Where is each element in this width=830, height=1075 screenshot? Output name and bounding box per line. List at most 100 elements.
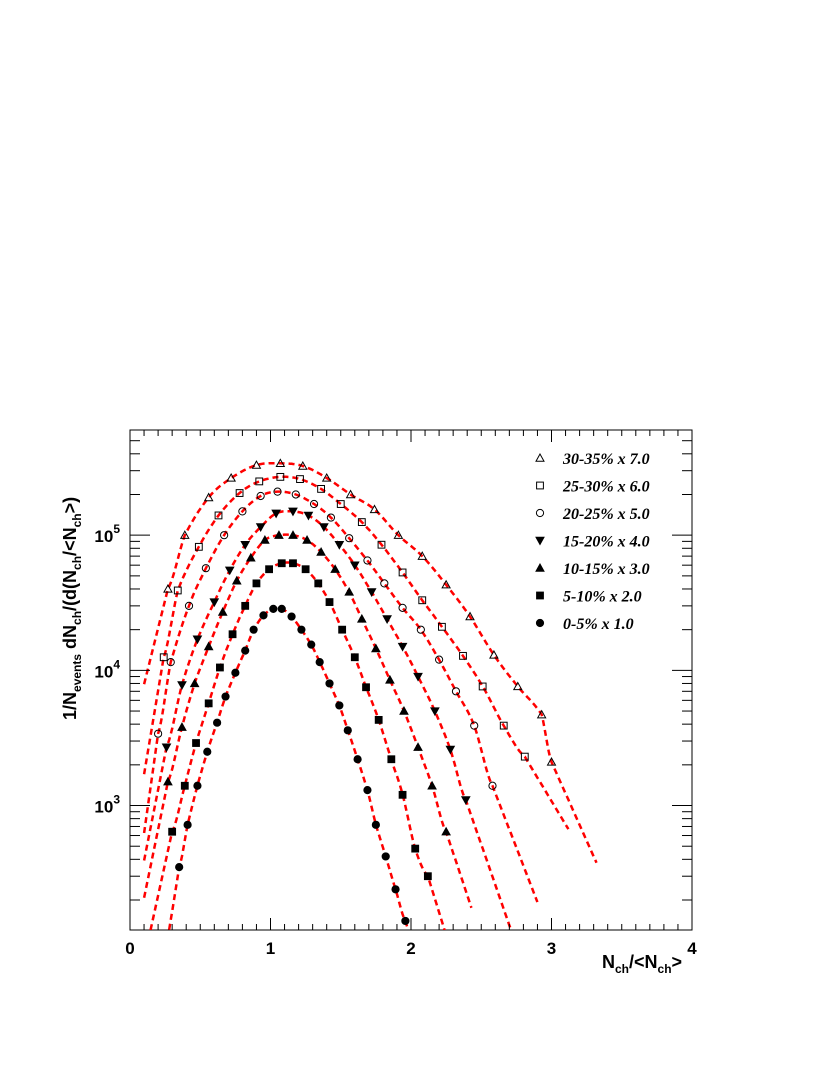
data-point <box>277 604 286 613</box>
data-point <box>260 535 270 544</box>
data-point <box>249 625 258 634</box>
data-point <box>168 827 177 836</box>
data-point <box>275 458 286 468</box>
data-point <box>435 655 444 664</box>
data-point <box>512 681 523 691</box>
data-point <box>259 611 268 620</box>
y-tick-label: 103 <box>94 793 120 817</box>
data-point <box>251 460 262 469</box>
data-point <box>231 668 240 677</box>
data-point <box>377 540 386 549</box>
data-point <box>180 781 189 790</box>
data-point <box>381 852 390 861</box>
data-point <box>216 663 224 672</box>
data-point <box>344 586 355 596</box>
data-point <box>335 701 344 710</box>
data-point <box>291 490 300 499</box>
data-point <box>252 579 261 588</box>
data-point <box>478 682 487 691</box>
data-point <box>289 559 297 568</box>
legend-marker <box>535 508 545 518</box>
data-point <box>228 630 237 639</box>
legend-label: 10-15% x 3.0 <box>563 561 650 578</box>
data-point <box>159 653 168 662</box>
data-point <box>194 542 203 551</box>
chart-legend: 30-35% x 7.0 25-30% x 6.0 20-25% x 5.0 15-2… <box>535 451 650 633</box>
data-point <box>287 612 296 621</box>
data-point <box>349 561 360 571</box>
data-point <box>325 679 334 688</box>
data-point <box>235 489 244 497</box>
data-point <box>411 844 420 853</box>
data-point <box>353 755 362 764</box>
data-point <box>209 598 220 608</box>
y-axis-title: 1/Nevents dNch/(d(Nch/<Nch>) <box>60 497 84 720</box>
legend-label: 15-20% x 4.0 <box>563 534 650 551</box>
data-point <box>441 579 451 589</box>
data-point <box>220 531 229 540</box>
data-point <box>231 575 242 585</box>
data-point <box>321 472 332 482</box>
data-point <box>316 547 326 556</box>
data-point <box>398 603 407 612</box>
data-point <box>465 611 475 621</box>
data-point <box>438 622 446 631</box>
data-point <box>356 613 367 623</box>
legend-label: 5-10% x 2.0 <box>563 589 642 606</box>
data-point <box>274 530 284 539</box>
fit-curve-6 <box>167 606 410 930</box>
data-point <box>398 568 407 577</box>
legend-marker <box>536 591 544 600</box>
legend-label: 20-25% x 5.0 <box>562 506 650 523</box>
data-point <box>214 511 223 520</box>
data-point <box>401 916 410 926</box>
data-point <box>363 786 372 795</box>
data-point <box>459 651 467 660</box>
x-axis-title: Nch/<Nch> <box>602 952 682 976</box>
data-point <box>441 826 451 836</box>
data-point <box>338 625 347 634</box>
data-point <box>175 863 184 872</box>
data-point <box>203 641 214 651</box>
data-point <box>224 566 235 576</box>
data-point <box>303 511 314 521</box>
data-point <box>203 747 212 756</box>
data-point <box>297 625 306 634</box>
data-point <box>277 559 286 568</box>
x-tick-label: 4 <box>687 939 697 958</box>
data-point <box>413 742 423 751</box>
data-point <box>470 721 479 730</box>
data-point <box>255 477 264 486</box>
data-point <box>163 776 173 786</box>
data-point <box>314 579 323 588</box>
data-point <box>226 472 237 482</box>
data-point <box>177 722 187 731</box>
data-point <box>269 604 278 613</box>
plot-frame <box>129 429 693 931</box>
legend-marker <box>536 481 544 490</box>
data-point <box>271 509 281 519</box>
data-point <box>334 541 345 550</box>
data-point <box>203 492 214 502</box>
legend-label: 25-30% x 6.0 <box>562 479 650 496</box>
x-tick-label: 3 <box>547 939 556 958</box>
legend-label: 0-5% x 1.0 <box>563 616 634 633</box>
data-point <box>418 596 427 605</box>
data-point <box>350 653 359 662</box>
data-point <box>317 484 325 493</box>
data-point <box>499 721 508 730</box>
data-point <box>154 729 163 738</box>
data-point <box>325 598 334 606</box>
data-point <box>173 586 182 595</box>
data-point <box>240 541 251 550</box>
fit-curve-1 <box>142 475 570 830</box>
data-point <box>241 601 250 610</box>
data-point <box>393 530 404 539</box>
data-point <box>536 709 547 719</box>
data-point <box>488 781 497 790</box>
data-point <box>330 564 340 573</box>
data-point <box>413 672 423 682</box>
data-point <box>427 780 437 790</box>
data-point <box>192 635 203 645</box>
